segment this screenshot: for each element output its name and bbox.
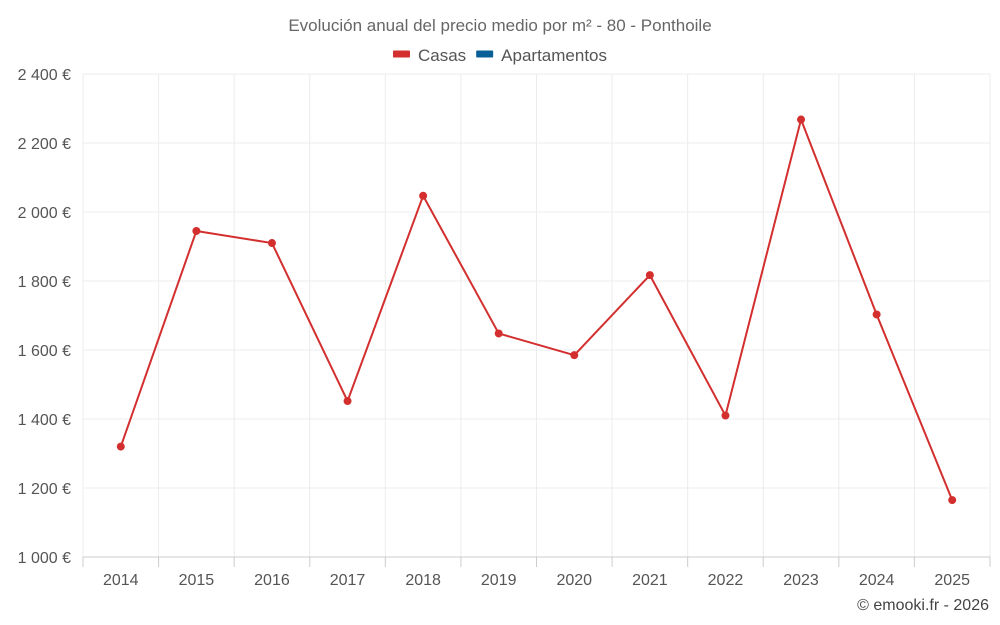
- x-axis: 2014 2015 2016 2017 2018 2019 2020 2021 2022 2023…: [82, 556, 991, 589]
- credit-text: © emooki.fr - 2026: [857, 597, 989, 614]
- x-tick-label-2022: 2022: [708, 572, 744, 589]
- data-point-casas-2016[interactable]: [267, 239, 276, 248]
- y-tick-label-1800: 1 800 €: [18, 274, 71, 291]
- y-tick-label-2200: 2 200 €: [18, 136, 71, 153]
- data-point-casas-2017[interactable]: [343, 397, 352, 406]
- y-tick-label-1600: 1 600 €: [18, 343, 71, 360]
- x-tick-label-2014: 2014: [103, 572, 139, 589]
- y-tick-label-1400: 1 400 €: [18, 412, 71, 429]
- x-tick-label-2019: 2019: [481, 572, 517, 589]
- legend-swatch-apartamentos[interactable]: [476, 50, 494, 58]
- data-point-casas-2024[interactable]: [872, 310, 881, 319]
- x-tick-label-2023: 2023: [783, 572, 819, 589]
- series-layer: [116, 115, 957, 505]
- legend-label-casas[interactable]: Casas: [418, 46, 466, 65]
- grid: [82, 73, 991, 558]
- y-axis: 1 000 € 1 200 € 1 400 € 1 600 € 1 800 € 2 000…: [18, 67, 71, 567]
- chart-title: Evolución anual del precio medio por m² …: [288, 16, 711, 35]
- x-tick-label-2024: 2024: [859, 572, 895, 589]
- data-point-casas-2019[interactable]: [494, 329, 503, 338]
- y-tick-label-1000: 1 000 €: [18, 550, 71, 567]
- data-point-casas-2020[interactable]: [570, 351, 579, 360]
- data-point-casas-2021[interactable]: [645, 271, 654, 280]
- data-point-casas-2022[interactable]: [721, 411, 730, 420]
- legend[interactable]: Casas Apartamentos: [392, 46, 607, 65]
- x-tick-label-2015: 2015: [179, 572, 215, 589]
- data-point-casas-2023[interactable]: [797, 115, 806, 124]
- x-tick-label-2021: 2021: [632, 572, 668, 589]
- data-point-casas-2015[interactable]: [192, 226, 201, 235]
- data-point-casas-2025[interactable]: [948, 496, 957, 505]
- series-line-casas: [119, 118, 954, 501]
- x-tick-label-2016: 2016: [254, 572, 290, 589]
- legend-label-apartamentos[interactable]: Apartamentos: [501, 46, 607, 65]
- x-tick-label-2020: 2020: [556, 572, 592, 589]
- y-tick-label-2400: 2 400 €: [18, 67, 71, 84]
- y-tick-label-2000: 2 000 €: [18, 205, 71, 222]
- x-tick-label-2025: 2025: [934, 572, 970, 589]
- x-tick-label-2017: 2017: [330, 572, 366, 589]
- legend-swatch-casas[interactable]: [392, 50, 410, 58]
- data-point-casas-2018[interactable]: [419, 191, 428, 200]
- x-tick-label-2018: 2018: [405, 572, 441, 589]
- data-point-casas-2014[interactable]: [116, 442, 125, 451]
- y-tick-label-1200: 1 200 €: [18, 481, 71, 498]
